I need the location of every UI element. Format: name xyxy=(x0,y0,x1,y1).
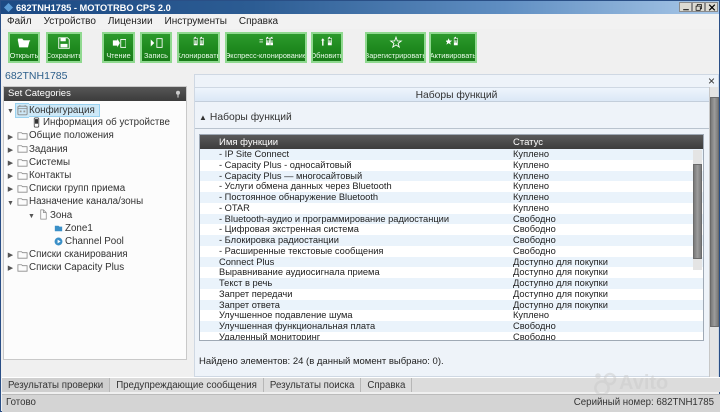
svg-text:Avito: Avito xyxy=(619,372,668,394)
